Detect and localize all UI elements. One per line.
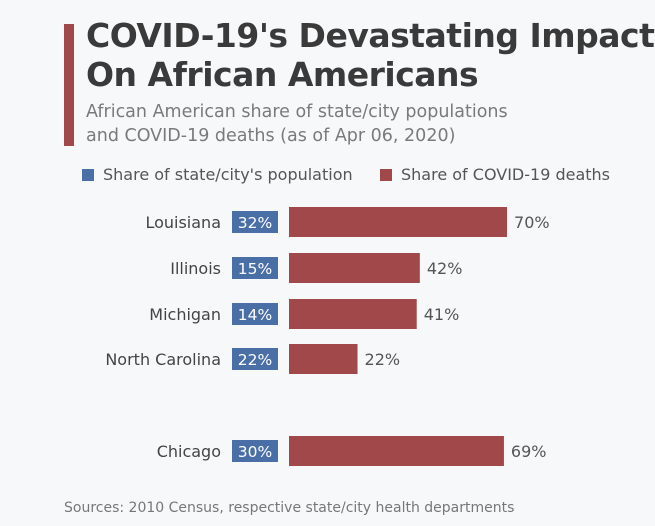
category-label: North Carolina <box>105 350 221 369</box>
category-label: Illinois <box>170 259 221 278</box>
population-badge <box>232 348 278 370</box>
deaths-value-label: 41% <box>424 305 460 324</box>
legend-item-population: Share of state/city's population <box>82 165 353 184</box>
chart-subtitle: African American share of state/city pop… <box>86 100 508 148</box>
population-value-label: 30% <box>238 443 272 461</box>
legend-label-population: Share of state/city's population <box>103 165 353 184</box>
legend-swatch-deaths <box>380 168 392 181</box>
deaths-value-label: 69% <box>511 442 547 461</box>
population-value-label: 14% <box>238 306 272 324</box>
deaths-bar <box>289 344 358 374</box>
subtitle-line-2: and COVID-19 deaths (as of Apr 06, 2020) <box>86 126 456 146</box>
title-accent-bar <box>64 24 74 146</box>
population-badge <box>232 257 278 279</box>
deaths-value-label: 70% <box>514 213 550 232</box>
subtitle-line-1: African American share of state/city pop… <box>86 102 508 122</box>
deaths-bar <box>289 253 420 283</box>
legend-item-deaths: Share of COVID-19 deaths <box>380 165 610 184</box>
population-value-label: 15% <box>238 260 272 278</box>
legend-label-deaths: Share of COVID-19 deaths <box>401 165 611 184</box>
population-value-label: 22% <box>238 351 272 369</box>
population-badge <box>232 211 278 233</box>
category-label: Chicago <box>157 442 221 461</box>
deaths-value-label: 22% <box>365 350 401 369</box>
deaths-value-label: 42% <box>427 259 463 278</box>
population-badge <box>232 303 278 325</box>
title-line-1: COVID-19's Devastating Impact <box>86 16 655 55</box>
deaths-bar <box>289 207 508 237</box>
deaths-bar <box>289 299 417 329</box>
category-label: Louisiana <box>145 213 221 232</box>
category-label: Michigan <box>149 305 221 324</box>
source-note: Sources: 2010 Census, respective state/c… <box>64 500 515 516</box>
title-line-2: On African Americans <box>86 55 479 94</box>
population-value-label: 32% <box>238 214 272 232</box>
population-badge <box>232 440 278 462</box>
deaths-bar <box>289 436 504 466</box>
chart-title: COVID-19's Devastating Impact On African… <box>86 16 655 94</box>
legend-swatch-population <box>82 168 94 181</box>
